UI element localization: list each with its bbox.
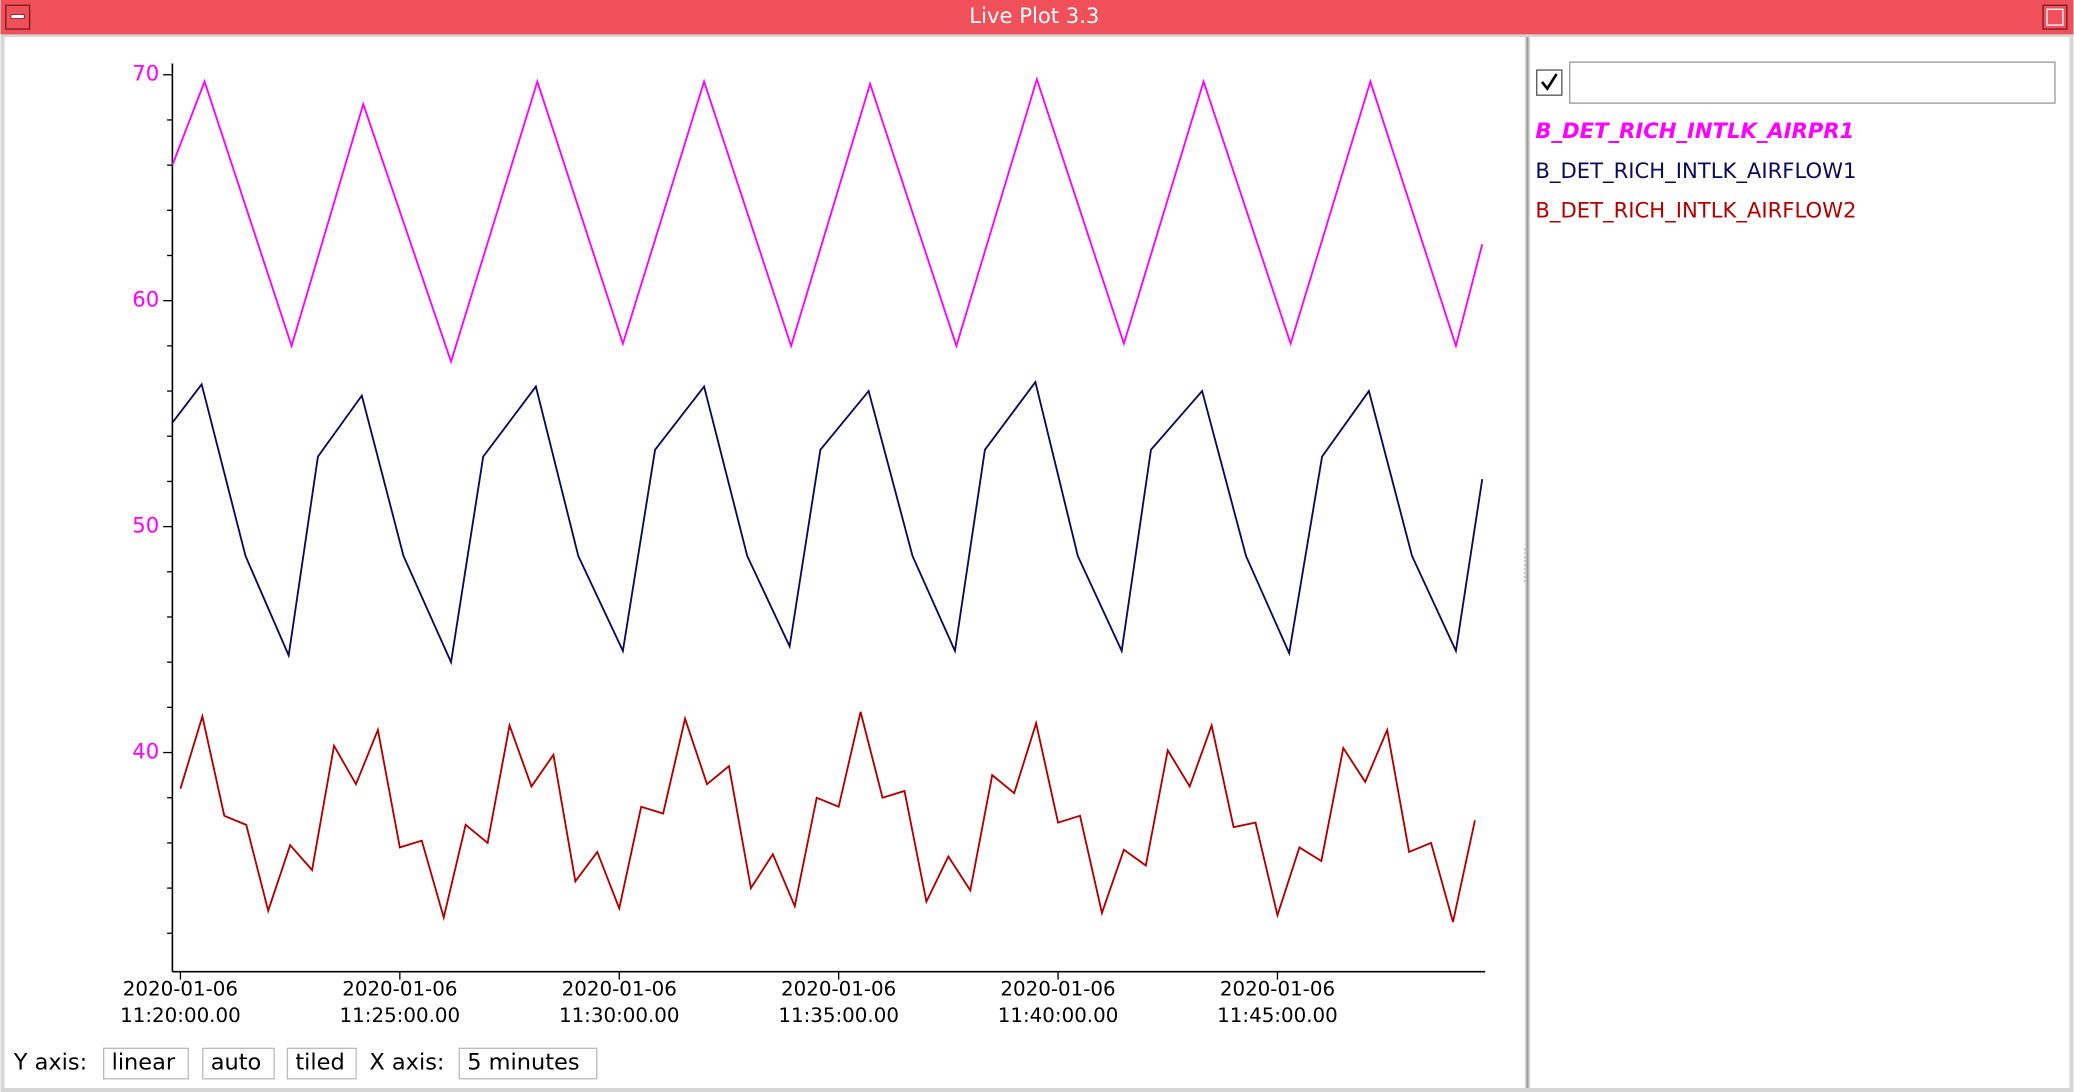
legend-panel xyxy=(1530,37,2070,1089)
x-tick-label: 11:20:00.00 xyxy=(120,1004,241,1027)
series-line xyxy=(179,711,1476,923)
y-range-dropdown[interactable] xyxy=(202,1047,275,1080)
y-range-value: auto xyxy=(211,1049,262,1075)
plot-panel xyxy=(4,37,1525,1089)
legend-entry[interactable]: B_DET_RICH_INTLK_AIRFLOW1 xyxy=(1535,158,1856,184)
y-tick-label: 60 xyxy=(132,287,159,312)
y-tick-label: 70 xyxy=(132,61,159,86)
x-span-value: 5 minutes xyxy=(467,1049,579,1075)
y-layout-value: tiled xyxy=(295,1049,344,1075)
x-span-dropdown[interactable] xyxy=(458,1047,598,1080)
legend-entry[interactable]: B_DET_RICH_INTLK_AIRFLOW2 xyxy=(1535,198,1856,224)
y-tick-label: 40 xyxy=(132,739,159,764)
visibility-checkbox[interactable] xyxy=(1536,69,1563,96)
chart: 40 50 60 70 2020-01-06 11:20:00.00 2020-01-06 1… xyxy=(120,61,1486,1027)
y-scale-dropdown[interactable] xyxy=(102,1047,189,1080)
x-tick-label: 2020-01-06 xyxy=(562,978,677,1001)
y-scale-value: linear xyxy=(112,1049,176,1075)
x-tick-label: 2020-01-06 xyxy=(1220,978,1335,1001)
legend-entry[interactable]: B_DET_RICH_INTLK_AIRPR1 xyxy=(1535,118,1854,143)
filter-input[interactable] xyxy=(1569,61,2056,104)
x-tick-label: 11:45:00.00 xyxy=(1217,1004,1338,1027)
title-bar xyxy=(0,0,2074,35)
menu-glyph xyxy=(10,14,25,19)
y-axis-label: Y axis: xyxy=(13,1049,87,1075)
x-tick-label: 2020-01-06 xyxy=(781,978,896,1001)
y-tick-label: 50 xyxy=(132,513,159,538)
series-line xyxy=(171,379,1484,666)
x-tick-label: 11:25:00.00 xyxy=(340,1004,461,1027)
checkmark xyxy=(1540,73,1558,91)
legend: B_DET_RICH_INTLK_AIRPR1 B_DET_RICH_INTLK_… xyxy=(1535,118,1856,223)
series-line xyxy=(171,76,1484,365)
maximize-button[interactable] xyxy=(2042,4,2068,30)
x-tick-label: 11:30:00.00 xyxy=(559,1004,680,1027)
maximize-glyph xyxy=(2046,8,2064,26)
x-tick-label: 2020-01-06 xyxy=(123,978,238,1001)
x-tick-label: 11:35:00.00 xyxy=(778,1004,899,1027)
y-layout-dropdown[interactable] xyxy=(286,1047,357,1080)
x-tick-label: 11:40:00.00 xyxy=(998,1004,1119,1027)
x-tick-label: 2020-01-06 xyxy=(1000,978,1115,1001)
x-axis-label: X axis: xyxy=(369,1049,444,1075)
x-tick-label: 2020-01-06 xyxy=(342,978,457,1001)
window-title: Live Plot 3.3 xyxy=(969,3,1099,28)
